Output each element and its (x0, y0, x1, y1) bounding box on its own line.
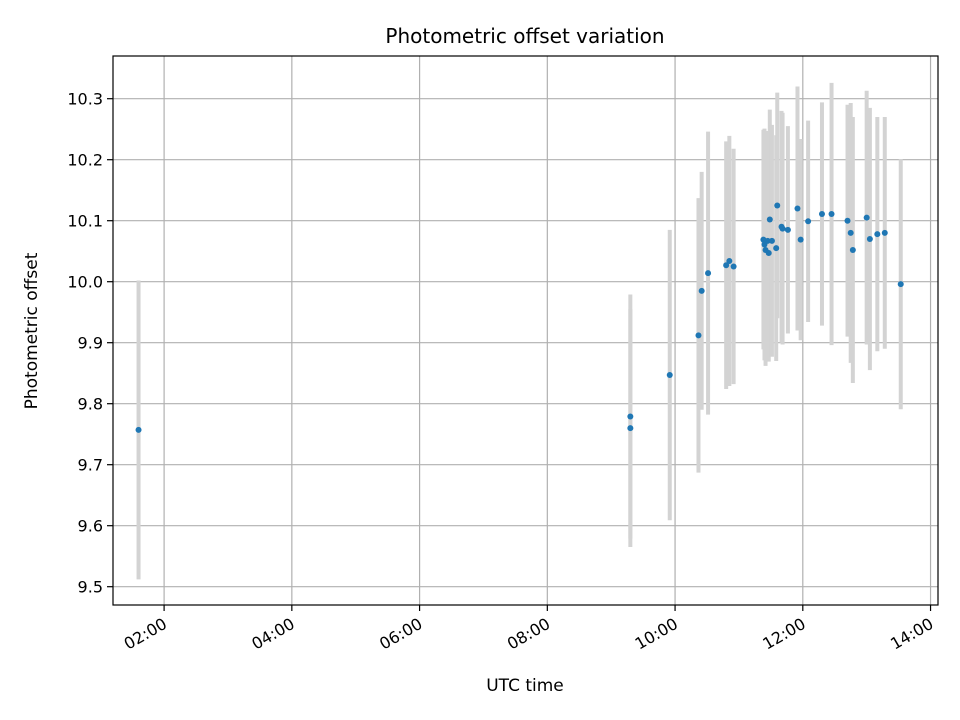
y-tick-label: 9.9 (78, 334, 103, 353)
data-point (723, 262, 730, 269)
y-axis-title: Photometric offset (22, 252, 42, 409)
data-point (768, 237, 775, 244)
data-point (774, 202, 781, 209)
data-point (844, 217, 851, 224)
data-point (627, 413, 634, 420)
y-axis-ticks: 9.5 9.6 9.7 9.8 9.9 10.0 10.1 10.2 10.3 (67, 90, 113, 597)
data-point (866, 236, 873, 242)
data-point (698, 287, 705, 294)
data-point (730, 263, 737, 270)
data-point (874, 231, 881, 238)
y-tick-label: 10.2 (67, 151, 103, 170)
data-point (666, 372, 673, 379)
data-point (818, 210, 825, 217)
data-point (794, 205, 801, 212)
data-point (705, 270, 712, 277)
data-point (765, 250, 772, 257)
data-point (773, 245, 780, 252)
data-point (847, 229, 854, 236)
data-point (766, 216, 773, 223)
data-point (726, 257, 733, 264)
x-axis-title: UTC time (486, 676, 564, 696)
data-point (764, 237, 771, 244)
y-tick-label: 9.7 (78, 456, 103, 475)
data-point (805, 218, 812, 225)
data-point (828, 210, 835, 217)
y-tick-label: 9.8 (78, 395, 103, 414)
data-point (695, 332, 702, 339)
chart-title: Photometric offset variation (385, 24, 664, 48)
y-tick-label: 9.6 (78, 517, 103, 536)
data-point (627, 425, 634, 432)
data-point (784, 226, 791, 233)
data-point (135, 426, 142, 433)
data-points (135, 202, 904, 433)
data-point (797, 236, 804, 243)
data-point (881, 229, 888, 236)
data-point (779, 225, 786, 232)
y-tick-label: 10.1 (67, 212, 103, 231)
data-point (849, 246, 856, 253)
plot-frame (112, 55, 939, 606)
y-tick-label: 10.0 (67, 273, 103, 292)
y-tick-label: 9.5 (78, 578, 103, 597)
y-tick-label: 10.3 (67, 90, 103, 109)
data-point (863, 214, 870, 221)
data-point (897, 281, 904, 288)
